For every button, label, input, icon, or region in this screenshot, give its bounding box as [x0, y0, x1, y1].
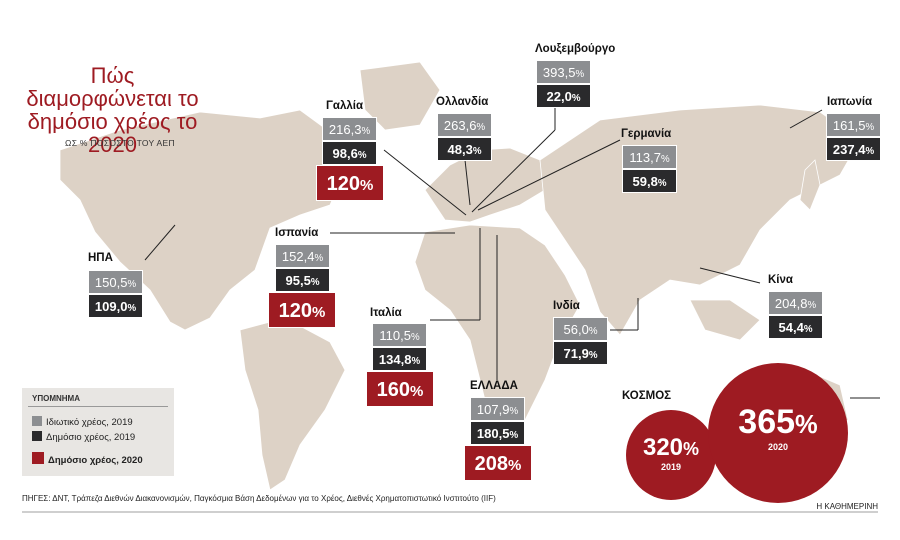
private-2019-china: 204,8%	[768, 291, 823, 315]
legend-label-public-2020: Δημόσιο χρέος, 2020	[48, 455, 143, 466]
public-2019-germany: 59,8%	[622, 169, 677, 193]
chart-title: Πώς διαμορφώνεται το δημόσιο χρέος το 20…	[26, 63, 199, 157]
world-circle-2020: 365% 2020	[708, 363, 848, 503]
public-2019-france: 98,6%	[322, 141, 377, 165]
legend-item-public-2020: Δημόσιο χρέος, 2020	[32, 452, 143, 466]
leader-france	[383, 149, 467, 216]
public-2019-usa: 109,0%	[88, 294, 143, 318]
legend-title: ΥΠΟΜΝΗΜΑ	[32, 394, 80, 403]
public-2019-italy: 134,8%	[372, 347, 427, 371]
world-circle-2019: 320% 2019	[626, 410, 716, 500]
asia-landmass	[539, 104, 861, 336]
japan-landmass	[799, 159, 821, 211]
private-2019-italy: 110,5%	[372, 323, 427, 347]
sources-note: ΠΗΓΕΣ: ΔΝΤ, Τράπεζα Διεθνών Διακανονισμώ…	[22, 494, 496, 503]
world-value-2019: 320%	[642, 434, 700, 461]
legend-swatch-public-2020	[32, 452, 44, 464]
private-2019-japan: 161,5%	[826, 113, 881, 137]
country-label-netherlands: Ολλανδία	[436, 96, 489, 108]
country-label-germany: Γερμανία	[621, 128, 672, 140]
country-label-greece: ΕΛΛΑΔΑ	[470, 380, 518, 392]
legend-swatch-private-2019	[32, 416, 42, 426]
public-2019-netherlands: 48,3%	[437, 137, 492, 161]
north-america-landmass	[59, 109, 346, 331]
greenland-landmass	[359, 61, 441, 131]
country-label-japan: Ιαπωνία	[827, 96, 873, 108]
legend-label-public-2019: Δημόσιο χρέος, 2019	[46, 432, 136, 443]
public-2020-italy: 160%	[366, 371, 434, 407]
private-2019-germany: 113,7%	[622, 145, 677, 169]
south-america-landmass	[239, 317, 346, 491]
legend-swatch-public-2019	[32, 431, 42, 441]
private-2019-spain: 152,4%	[275, 244, 330, 268]
chart-subtitle: ΩΣ % ΠΟΣΟΣΤΟ ΤΟΥ ΑΕΠ	[65, 138, 175, 148]
private-2019-luxembourg: 393,5%	[536, 60, 591, 84]
public-2020-spain: 120%	[268, 292, 336, 328]
country-label-luxembourg: Λουξεμβούργο	[535, 43, 616, 55]
country-label-italy: Ιταλία	[370, 307, 402, 319]
bottom-rule	[22, 511, 878, 513]
private-2019-france: 216,3%	[322, 117, 377, 141]
world-year-2019: 2019	[660, 462, 682, 472]
leader-usa	[144, 224, 176, 261]
leader-china	[699, 267, 761, 284]
leader-luxembourg-2	[471, 129, 556, 213]
public-2019-spain: 95,5%	[275, 268, 330, 292]
private-2019-greece: 107,9%	[470, 397, 525, 421]
country-label-china: Κίνα	[768, 274, 793, 286]
public-2019-china: 54,4%	[768, 315, 823, 339]
legend-item-public-2019: Δημόσιο χρέος, 2019	[32, 431, 135, 443]
country-label-france: Γαλλία	[326, 100, 364, 112]
leader-japan	[789, 109, 823, 129]
public-2019-japan: 237,4%	[826, 137, 881, 161]
country-label-spain: Ισπανία	[275, 227, 319, 239]
leader-netherlands	[464, 159, 471, 206]
legend-item-private-2019: Ιδιωτικό χρέος, 2019	[32, 416, 133, 428]
world-label: ΚΟΣΜΟΣ	[622, 390, 672, 402]
world-year-2020: 2020	[767, 442, 789, 452]
world-value-2020: 365%	[738, 403, 818, 441]
public-2020-greece: 208%	[464, 445, 532, 481]
legend-label-private-2019: Ιδιωτικό χρέος, 2019	[46, 417, 133, 428]
leader-germany	[477, 139, 621, 211]
private-2019-usa: 150,5%	[88, 270, 143, 294]
public-2019-luxembourg: 22,0%	[536, 84, 591, 108]
public-2019-greece: 180,5%	[470, 421, 525, 445]
legend-divider	[28, 406, 168, 407]
southeast-asia-landmass	[689, 299, 761, 341]
country-label-india: Ινδία	[553, 300, 580, 312]
country-label-usa: ΗΠΑ	[88, 252, 113, 264]
legend: ΥΠΟΜΝΗΜΑ Ιδιωτικό χρέος, 2019 Δημόσιο χρ…	[22, 388, 174, 476]
private-2019-netherlands: 263,6%	[437, 113, 492, 137]
public-2020-france: 120%	[316, 165, 384, 201]
private-2019-india: 56,0%	[553, 317, 608, 341]
public-2019-india: 71,9%	[553, 341, 608, 365]
publisher-credit: Η ΚΑΘΗΜΕΡΙΝΗ	[816, 502, 878, 511]
